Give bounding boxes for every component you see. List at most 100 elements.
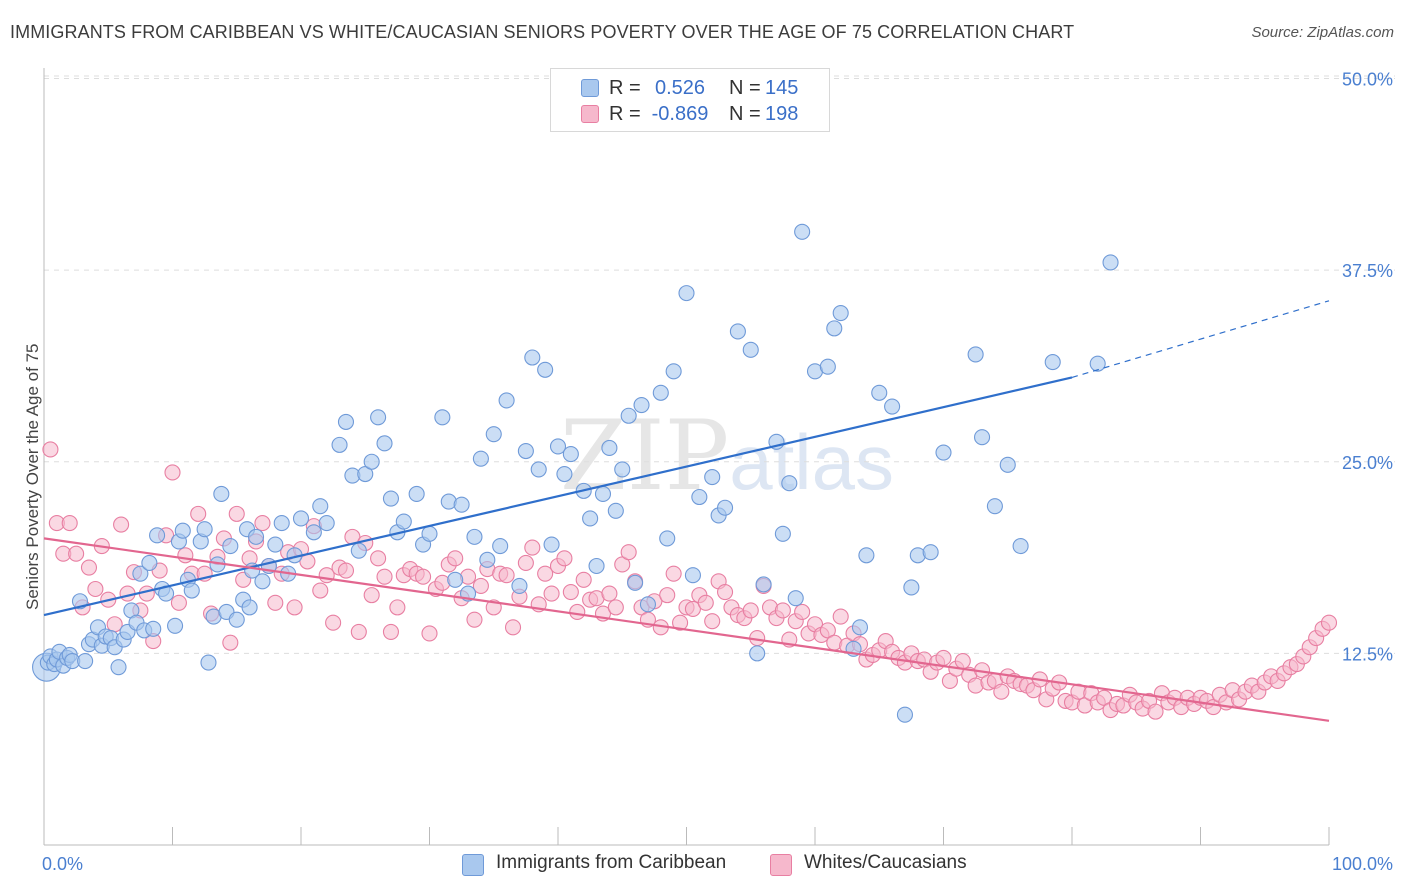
point-caribbean [691, 488, 708, 506]
point-caribbean [999, 456, 1016, 473]
point-caribbean [620, 407, 637, 424]
point-caribbean [659, 530, 676, 547]
point-whites [774, 602, 791, 619]
point-caribbean [524, 349, 541, 366]
point-caribbean [174, 522, 191, 539]
point-caribbean [149, 527, 166, 544]
point-whites [517, 554, 534, 571]
point-caribbean [633, 396, 650, 414]
x-tick-label: 100.0% [1332, 854, 1393, 874]
point-caribbean [167, 617, 184, 634]
point-whites [1320, 614, 1338, 631]
legend-r-label: R = [609, 77, 641, 99]
point-caribbean [132, 565, 149, 582]
point-caribbean [935, 444, 952, 461]
point-whites [68, 545, 85, 562]
point-whites [704, 613, 721, 630]
point-caribbean [549, 438, 567, 455]
point-whites [665, 565, 682, 582]
point-whites [472, 577, 489, 594]
point-caribbean [755, 576, 772, 593]
point-caribbean [145, 620, 162, 637]
point-caribbean [200, 654, 217, 671]
point-caribbean [363, 453, 380, 470]
point-caribbean [267, 536, 284, 553]
point-whites [601, 585, 618, 602]
point-caribbean [479, 551, 496, 568]
point-whites [113, 516, 130, 533]
point-whites [350, 623, 367, 640]
point-caribbean [485, 426, 502, 443]
point-caribbean [787, 590, 804, 607]
point-whites [556, 550, 573, 567]
legend-r-value: 0.526 [654, 77, 706, 99]
point-whites [337, 562, 355, 579]
source-label: Source: ZipAtlas.com [1251, 24, 1394, 41]
legend-swatch-pink [581, 105, 599, 123]
point-caribbean [639, 596, 657, 613]
point-caribbean [241, 599, 258, 616]
point-whites [794, 603, 811, 621]
trend-line-caribbean-extension [1071, 300, 1330, 379]
point-caribbean [511, 577, 528, 594]
point-whites [716, 584, 734, 601]
point-whites [954, 652, 971, 670]
point-caribbean [781, 475, 798, 492]
point-caribbean [370, 409, 387, 426]
axes [43, 68, 1330, 846]
legend-r-value: -0.869 [651, 103, 709, 125]
point-whites [672, 614, 689, 631]
point-whites [312, 582, 329, 599]
point-caribbean [530, 461, 547, 478]
point-caribbean [594, 485, 612, 502]
trend-lines [43, 300, 1330, 722]
point-whites [742, 602, 759, 619]
point-whites [993, 683, 1010, 700]
point-whites [80, 559, 98, 576]
point-caribbean [871, 384, 888, 401]
point-whites [190, 505, 207, 522]
point-whites [370, 550, 387, 567]
y-tick-label: 50.0% [1342, 70, 1393, 90]
point-caribbean [588, 557, 605, 575]
y-tick-label: 37.5% [1342, 261, 1393, 281]
point-whites [607, 599, 624, 616]
point-whites [415, 568, 432, 585]
point-caribbean [305, 524, 322, 541]
point-whites [447, 550, 464, 567]
point-caribbean [408, 485, 425, 502]
point-whites [222, 634, 239, 651]
y-axis-label: Seniors Poverty Over the Age of 75 [23, 344, 42, 610]
point-caribbean [986, 498, 1003, 515]
point-caribbean [884, 398, 901, 415]
trend-line-whites [43, 537, 1330, 722]
point-caribbean [858, 547, 875, 564]
point-caribbean [614, 461, 631, 478]
point-caribbean [331, 436, 348, 453]
point-caribbean [1044, 354, 1061, 371]
point-whites [61, 515, 78, 532]
point-whites [421, 625, 438, 642]
point-caribbean [382, 490, 400, 507]
point-whites [697, 594, 714, 611]
trend-line-caribbean [43, 376, 1073, 617]
point-caribbean [273, 515, 290, 532]
point-caribbean [903, 579, 920, 596]
point-whites [575, 571, 592, 588]
point-caribbean [213, 485, 230, 502]
point-caribbean [973, 429, 991, 446]
point-caribbean [292, 510, 310, 527]
point-whites [325, 614, 342, 631]
chart-title: IMMIGRANTS FROM CARIBBEAN VS WHITE/CAUCA… [10, 22, 1075, 42]
point-caribbean [819, 358, 836, 375]
point-whites [659, 587, 676, 604]
point-caribbean [537, 361, 554, 378]
point-whites [363, 587, 380, 604]
point-caribbean [247, 528, 265, 545]
point-caribbean [492, 538, 509, 555]
legend-n-label: N = [729, 103, 761, 125]
point-whites [466, 611, 483, 628]
point-caribbean [254, 573, 271, 590]
point-caribbean [466, 528, 483, 545]
point-whites [832, 608, 849, 625]
